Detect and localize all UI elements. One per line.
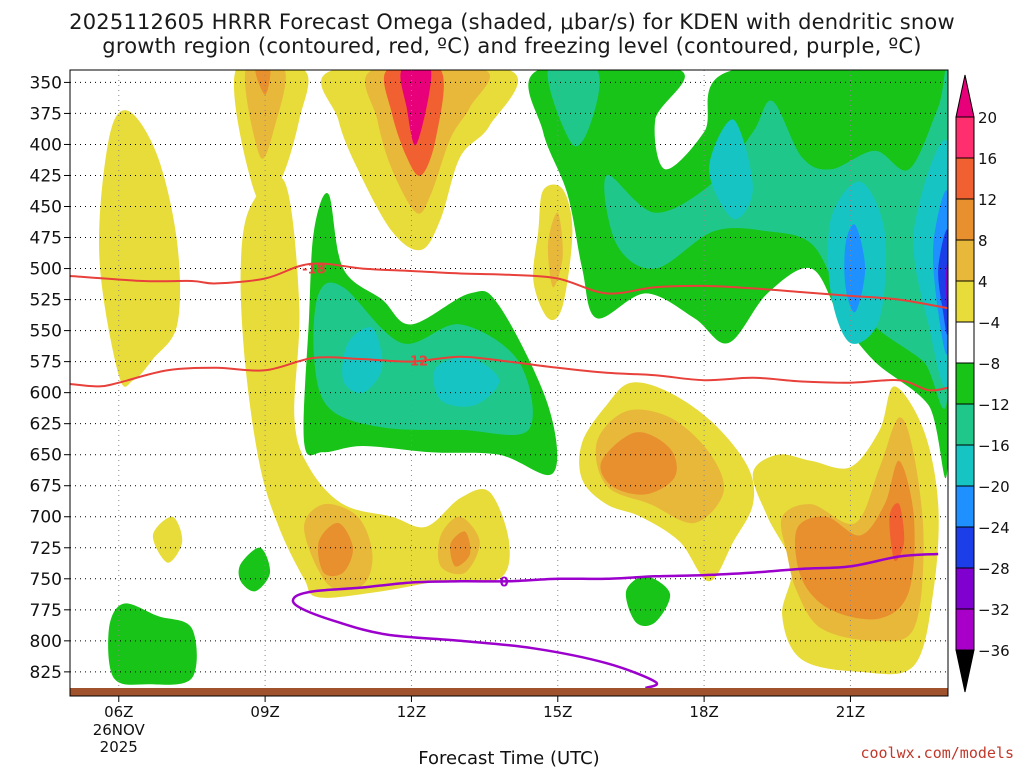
- colorbar-bottom-arrow: [955, 649, 975, 693]
- freezing-level-contour: [291, 552, 939, 688]
- colorbar-label: −20: [978, 478, 1010, 496]
- omega-region-teal-upper-right: [547, 70, 600, 147]
- colorbar-label: −32: [978, 601, 1010, 619]
- colorbar-label: 8: [978, 232, 988, 250]
- y-tick-label: 600: [30, 384, 62, 404]
- omega-region-blue-upper-right: [844, 224, 866, 313]
- x-tick-label: 15Z: [543, 703, 572, 721]
- omega-region-redorange-mid-right: [600, 432, 677, 495]
- y-tick-label: 475: [30, 229, 62, 249]
- colorbar-label: −24: [978, 519, 1010, 537]
- omega-region-cyan-mid-band-2: [433, 357, 500, 407]
- colorbar-label: −16: [978, 437, 1010, 455]
- ground-strip: [70, 688, 948, 696]
- x-tick-date-label: 26NOV: [93, 721, 146, 739]
- colorbar-label: 12: [978, 191, 997, 209]
- omega-region-red-low-right: [889, 503, 905, 561]
- colorbar-label: 16: [978, 150, 997, 168]
- omega-region-green-low-small-2: [625, 576, 671, 626]
- omega-region-red-09z: [255, 70, 271, 95]
- x-tick-label: 12Z: [397, 703, 426, 721]
- colorbar-segment: [955, 608, 975, 651]
- colorbar-segment: [955, 321, 975, 364]
- omega-region-redorange-low-right: [794, 460, 915, 620]
- credit-text: coolwx.com/models: [860, 744, 1014, 762]
- omega-region-yellow-low-left: [240, 176, 510, 598]
- y-tick-label: 450: [30, 198, 62, 218]
- y-tick-label: 800: [30, 632, 62, 652]
- colorbar-segment: [955, 485, 975, 528]
- y-tick-label: 500: [30, 260, 62, 280]
- freezing-contour-label: 0: [500, 575, 509, 590]
- y-tick-label: 775: [30, 601, 62, 621]
- colorbar-label: −8: [978, 355, 1000, 373]
- omega-region-yellow-06z-column: [99, 110, 181, 387]
- y-tick-label: 825: [30, 663, 62, 683]
- colorbar-segment: [955, 526, 975, 569]
- chart-title-line-2: growth region (contoured, red, ºC) and f…: [102, 34, 922, 58]
- dgz-contour--12: [70, 355, 948, 392]
- omega-region-yellow-small-1: [152, 516, 183, 563]
- x-tick-label: 21Z: [836, 703, 865, 721]
- colorbar-segment: [955, 567, 975, 610]
- x-tick-label: 06Z: [104, 703, 133, 721]
- omega-region-cyan-mid-band: [342, 327, 383, 394]
- omega-region-green-low-left: [108, 603, 197, 685]
- y-tick-label: 625: [30, 415, 62, 435]
- y-tick-label: 525: [30, 291, 62, 311]
- colorbar-segment: [955, 444, 975, 487]
- plot-frame: [69, 69, 949, 697]
- omega-region-purple-upper-right: [945, 260, 948, 319]
- colorbar-label: −4: [978, 314, 1000, 332]
- colorbar-label: 20: [978, 109, 997, 127]
- omega-region-redorange-low-left-2: [450, 531, 471, 567]
- colorbar-segment: [955, 239, 975, 282]
- x-tick-label: 09Z: [250, 703, 279, 721]
- y-tick-label: 400: [30, 135, 62, 155]
- colorbar-top-arrow: [955, 74, 975, 118]
- y-tick-label: 575: [30, 353, 62, 373]
- colorbar-label: 4: [978, 273, 988, 291]
- colorbar-label: −12: [978, 396, 1010, 414]
- x-tick-year-label: 2025: [100, 738, 138, 756]
- y-tick-label: 725: [30, 539, 62, 559]
- colorbar-segment: [955, 403, 975, 446]
- omega-region-orange-15z-cell: [547, 212, 563, 288]
- y-tick-label: 650: [30, 446, 62, 466]
- omega-region-green-low-small-1: [238, 547, 271, 592]
- y-tick-label: 550: [30, 322, 62, 342]
- colorbar-segment: [955, 280, 975, 323]
- omega-region-cyan-upper-right-3: [913, 140, 948, 389]
- y-tick-label: 350: [30, 73, 62, 93]
- y-tick-label: 425: [30, 166, 62, 186]
- y-tick-label: 750: [30, 570, 62, 590]
- colorbar-segment: [955, 362, 975, 405]
- omega-region-orange-09z: [244, 70, 286, 159]
- x-axis-title: Forecast Time (UTC): [418, 748, 599, 768]
- y-tick-label: 375: [30, 104, 62, 124]
- y-tick-label: 675: [30, 477, 62, 497]
- dgz-contour-label: -18: [302, 263, 326, 278]
- colorbar-segment: [955, 157, 975, 200]
- dgz-contour-label: -12: [405, 354, 429, 369]
- y-tick-label: 700: [30, 508, 62, 528]
- colorbar-label: −36: [978, 642, 1010, 660]
- colorbar-label: −28: [978, 560, 1010, 578]
- colorbar-segment: [955, 198, 975, 241]
- omega-region-cyan-upper-right: [709, 119, 753, 220]
- colorbar-segment: [955, 116, 975, 159]
- omega-region-teal-upper-right-2: [604, 70, 948, 409]
- chart-title-line-1: 2025112605 HRRR Forecast Omega (shaded, …: [69, 10, 955, 34]
- omega-region-magenta-12z-plume: [400, 70, 432, 146]
- dgz-contour--18: [70, 262, 948, 310]
- x-tick-label: 18Z: [689, 703, 718, 721]
- omega-region-redorange-low-left: [317, 522, 353, 577]
